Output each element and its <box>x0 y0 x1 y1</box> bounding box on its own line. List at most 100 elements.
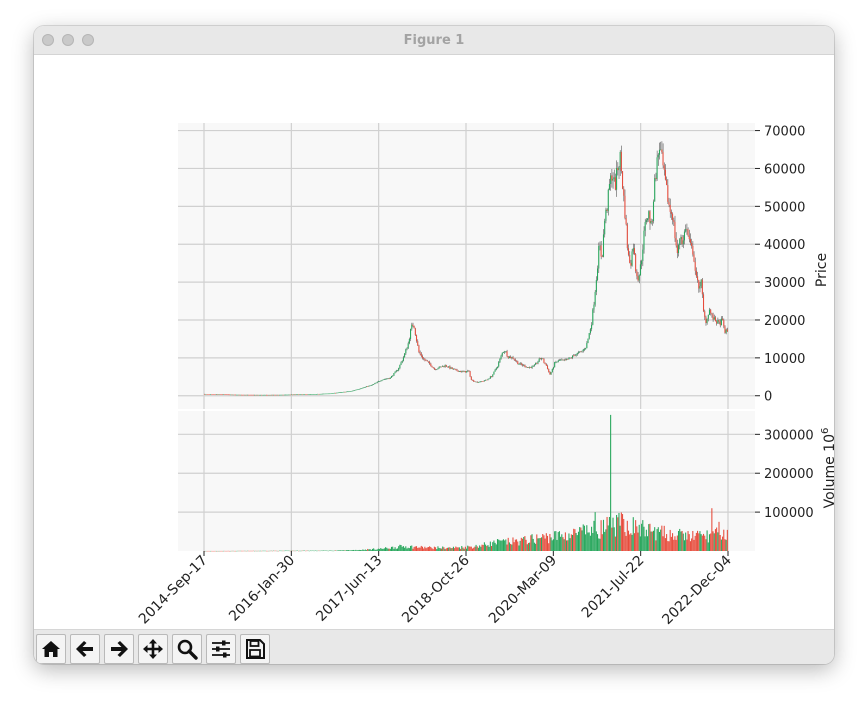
volume-bar <box>677 530 680 551</box>
volume-bar <box>648 524 650 551</box>
x-tick-label: 2021-Jul-22 <box>579 553 648 622</box>
candle-body <box>381 380 383 381</box>
volume-bar <box>425 548 427 551</box>
volume-bar <box>568 533 570 551</box>
candle-body <box>517 361 519 365</box>
volume-bar <box>546 535 549 551</box>
candle-body <box>414 328 416 336</box>
candle-body <box>287 394 289 396</box>
forward-button[interactable] <box>104 634 134 664</box>
candle-body <box>521 364 524 366</box>
candle-body <box>617 168 619 171</box>
volume-bar <box>570 534 572 551</box>
volume-bar <box>350 550 352 551</box>
candle-body <box>371 384 373 386</box>
volume-bar <box>566 540 568 551</box>
volume-bar <box>707 542 709 551</box>
candle-body <box>510 356 512 359</box>
zoom-window-button[interactable] <box>82 34 94 46</box>
candle-body <box>548 368 550 373</box>
volume-y-tick-label: 200000 <box>764 467 814 482</box>
candle-body <box>482 381 484 382</box>
candle-body <box>446 366 449 368</box>
volume-bar <box>674 536 676 551</box>
volume-bar <box>585 534 587 551</box>
candle-body <box>221 394 223 395</box>
candle-body <box>571 355 574 358</box>
volume-bar <box>407 547 409 551</box>
candle-body <box>415 335 418 342</box>
volume-bar <box>661 525 663 551</box>
candle-body <box>550 372 552 375</box>
save-button[interactable] <box>240 634 270 664</box>
volume-bar <box>643 526 645 551</box>
volume-bar <box>641 523 643 551</box>
minimize-window-button[interactable] <box>62 34 74 46</box>
volume-bar <box>711 508 713 551</box>
back-button[interactable] <box>70 634 100 664</box>
volume-bar <box>627 530 630 551</box>
candle-body <box>213 394 215 395</box>
candle-body <box>383 379 385 380</box>
candle-body <box>333 392 335 394</box>
volume-bar <box>720 539 722 551</box>
volume-bar <box>550 537 552 551</box>
candle-body <box>689 239 691 243</box>
volume-bar <box>588 532 590 551</box>
candle-body <box>357 389 359 390</box>
volume-axes: 100000 200000 300000 <box>178 411 814 552</box>
volume-bar <box>371 548 373 551</box>
pan-button[interactable] <box>138 634 168 664</box>
candle-body <box>713 317 715 320</box>
volume-bar <box>475 544 477 551</box>
candle-body <box>321 393 323 395</box>
candle-body <box>226 394 228 396</box>
volume-bar <box>385 547 387 551</box>
close-window-button[interactable] <box>42 34 54 46</box>
price-y-tick-label: 50000 <box>764 200 805 215</box>
candle-body <box>206 393 208 395</box>
volume-bar <box>557 532 559 551</box>
candle-body <box>220 394 222 395</box>
candle-body <box>629 254 631 263</box>
candle-body <box>268 394 270 396</box>
candle-body <box>438 366 440 369</box>
volume-bar <box>463 548 465 551</box>
candle-body <box>644 222 646 231</box>
volume-bar <box>631 534 633 551</box>
candle-body <box>395 370 397 372</box>
configure-subplots-button[interactable] <box>206 634 236 664</box>
volume-bar <box>612 517 614 551</box>
candle-body <box>599 245 601 247</box>
volume-bar <box>697 530 699 551</box>
volume-bar <box>524 536 526 551</box>
volume-bar <box>488 546 490 551</box>
volume-bar <box>423 548 425 551</box>
volume-bar <box>470 546 472 551</box>
volume-bar <box>700 534 702 551</box>
candle-body <box>421 356 424 359</box>
figure-canvas[interactable]: 0 10000 20000 30000 40000 50000 60000 70000 100… <box>34 55 834 629</box>
volume-bar <box>614 536 616 551</box>
price-y-tick-label: 30000 <box>764 276 805 291</box>
volume-bar <box>436 549 438 551</box>
candle-body <box>555 361 557 363</box>
candle-body <box>262 394 264 396</box>
volume-bar <box>381 548 383 551</box>
zoom-button[interactable] <box>172 634 202 664</box>
volume-bar <box>469 546 471 551</box>
candle-body <box>707 314 709 319</box>
volume-bar <box>445 548 447 551</box>
zoom-icon <box>177 639 198 660</box>
candle-body <box>358 388 360 390</box>
candle-body <box>616 168 618 190</box>
volume-bar <box>616 514 618 551</box>
candle-body <box>657 154 659 158</box>
candle-body <box>726 329 728 332</box>
volume-bar <box>512 537 514 551</box>
candle-body <box>392 375 394 377</box>
volume-bar <box>536 534 538 551</box>
candle-body <box>714 317 716 322</box>
candle-body <box>511 357 513 359</box>
home-button[interactable] <box>36 634 66 664</box>
